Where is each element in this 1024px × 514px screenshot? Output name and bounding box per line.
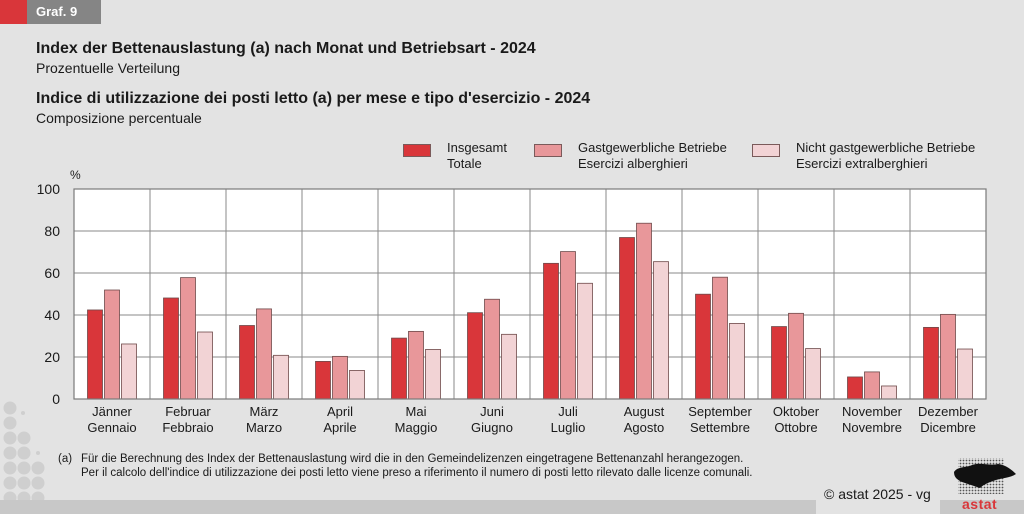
legend-label-de: Insgesamt	[447, 140, 507, 155]
y-axis-unit-label: %	[70, 168, 81, 182]
bar-totale	[619, 237, 635, 400]
bar-alberghieri	[332, 355, 348, 400]
plot-border	[73, 188, 987, 400]
bar-extralberghieri	[425, 349, 441, 400]
bar-alberghieri	[484, 298, 500, 400]
astat-logo-text: astat	[962, 496, 998, 512]
bar-extralberghieri	[197, 331, 213, 400]
legend-label-it: Esercizi alberghieri	[578, 156, 688, 171]
x-tick-label: Juli	[558, 404, 578, 419]
x-tick-label: September	[688, 404, 752, 419]
bar-extralberghieri	[577, 282, 593, 400]
bar-alberghieri	[180, 277, 196, 400]
bar-totale	[543, 262, 559, 400]
bar-extralberghieri	[805, 348, 821, 400]
footer-bar	[0, 500, 1024, 514]
decorative-dots	[3, 401, 45, 502]
y-tick-label: 60	[44, 265, 60, 281]
bar-alberghieri	[940, 313, 956, 400]
bar-alberghieri	[636, 222, 652, 400]
astat-logo-icon	[954, 458, 1016, 494]
y-tick-label: 20	[44, 349, 60, 365]
x-tick-label: Ottobre	[774, 420, 817, 435]
bar-totale	[315, 361, 331, 400]
footnote-italian: Per il calcolo dell'indice di utilizzazi…	[81, 467, 753, 479]
x-tick-label: Mai	[406, 404, 427, 419]
footnote-marker: (a)	[58, 453, 73, 465]
bar-totale	[87, 309, 103, 400]
bar-alberghieri	[560, 251, 576, 400]
legend-label-it: Totale	[447, 156, 482, 171]
x-tick-label: Gennaio	[87, 420, 136, 435]
bar-alberghieri	[408, 330, 424, 400]
x-tick-label: Juni	[480, 404, 504, 419]
x-tick-label: Jänner	[92, 404, 132, 419]
title-italian: Indice di utilizzazione dei posti letto …	[36, 90, 591, 107]
legend-swatch-alberghieri	[534, 144, 562, 157]
bar-alberghieri	[864, 371, 880, 400]
legend-label-de: Gastgewerbliche Betriebe	[578, 140, 727, 155]
y-tick-label: 0	[52, 391, 60, 407]
x-tick-label: Maggio	[395, 420, 438, 435]
subtitle-german: Prozentuelle Verteilung	[36, 60, 180, 76]
bar-extralberghieri	[121, 343, 137, 400]
legend-swatch-totale	[403, 144, 431, 157]
header-accent	[0, 0, 27, 24]
x-tick-label: Marzo	[246, 420, 282, 435]
title-german: Index der Bettenauslastung (a) nach Mona…	[36, 40, 536, 57]
x-tick-label: April	[327, 404, 353, 419]
y-tick-label: 100	[37, 181, 61, 197]
copyright-text: © astat 2025 - vg	[816, 483, 940, 514]
y-tick-label: 40	[44, 307, 60, 323]
bar-totale	[239, 325, 255, 400]
x-tick-label: Aprile	[323, 420, 356, 435]
bar-extralberghieri	[273, 354, 289, 400]
legend-label-extralberghieri: Nicht gastgewerbliche Betriebe Esercizi …	[796, 140, 975, 172]
x-tick-label: Novembre	[842, 420, 902, 435]
x-tick-label: Dicembre	[920, 420, 976, 435]
bar-alberghieri	[712, 276, 728, 400]
x-tick-label: November	[842, 404, 903, 419]
bar-totale	[695, 293, 711, 400]
bar-extralberghieri	[957, 348, 973, 400]
subtitle-italian: Composizione percentuale	[36, 110, 202, 126]
bar-totale	[847, 376, 863, 400]
bar-totale	[923, 326, 939, 400]
x-tick-label: Settembre	[690, 420, 750, 435]
x-tick-label: Dezember	[918, 404, 979, 419]
legend-swatch-extralberghieri	[752, 144, 780, 157]
bar-extralberghieri	[881, 385, 897, 400]
bar-extralberghieri	[653, 261, 669, 400]
legend-label-de: Nicht gastgewerbliche Betriebe	[796, 140, 976, 155]
bar-alberghieri	[104, 289, 120, 400]
bar-alberghieri	[788, 312, 804, 400]
footnote-german: Für die Berechnung des Index der Bettena…	[81, 453, 744, 465]
legend-label-totale: Insgesamt Totale	[447, 140, 507, 172]
bar-extralberghieri	[349, 370, 365, 400]
bar-extralberghieri	[501, 333, 517, 400]
legend-label-alberghieri: Gastgewerbliche Betriebe Esercizi alberg…	[578, 140, 727, 172]
legend-label-it: Esercizi extralberghieri	[796, 156, 928, 171]
x-tick-label: Februar	[165, 404, 211, 419]
x-tick-label: Febbraio	[162, 420, 213, 435]
x-tick-label: August	[624, 404, 665, 419]
bar-totale	[163, 297, 179, 400]
bar-totale	[771, 326, 787, 400]
bar-totale	[467, 312, 483, 400]
bar-alberghieri	[256, 308, 272, 400]
x-tick-label: Agosto	[624, 420, 664, 435]
bar-totale	[391, 337, 407, 400]
y-tick-label: 80	[44, 223, 60, 239]
x-tick-label: März	[250, 404, 279, 419]
x-tick-label: Oktober	[773, 404, 820, 419]
graph-number-tag: Graf. 9	[27, 0, 101, 24]
bar-extralberghieri	[729, 322, 745, 400]
x-tick-label: Giugno	[471, 420, 513, 435]
x-tick-label: Luglio	[551, 420, 586, 435]
